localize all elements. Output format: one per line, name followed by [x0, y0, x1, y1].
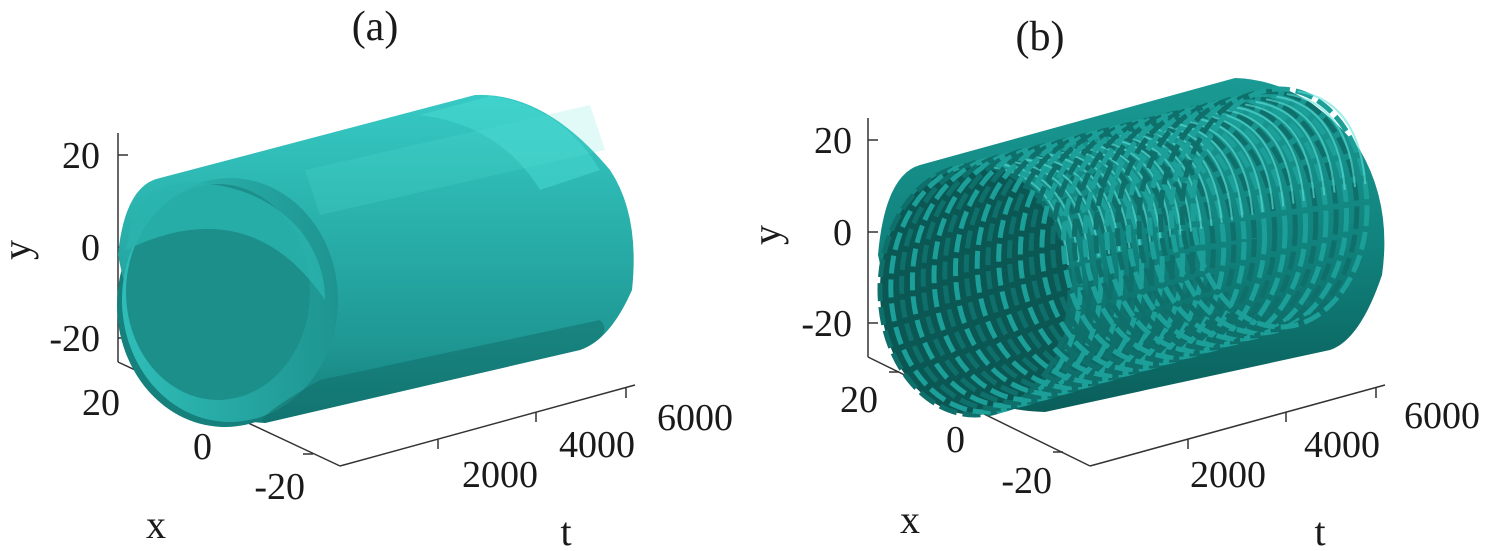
panel-b-rib-ring: [1093, 109, 1278, 357]
panel-a-title: (a): [352, 4, 399, 50]
panel-a-inner-light: [126, 182, 325, 300]
panel-b-rib-highlight: [1244, 103, 1315, 199]
panel-b-ytick-label: -20: [801, 303, 852, 345]
panel-b-rib-highlight: [1203, 114, 1274, 210]
panel-b-rib-highlight: [1088, 142, 1162, 240]
panel-b-rib-highlight: [1161, 124, 1234, 221]
panel-a-xtick-label: 0: [193, 426, 212, 468]
panel-b-rib-highlight: [1098, 140, 1172, 238]
panel-a-highlight: [420, 96, 600, 190]
panel-a-ytick-label: 20: [62, 135, 100, 177]
panel-a-x-axis-label: x: [146, 502, 166, 547]
panel-b-ttick-label: 6000: [1404, 395, 1480, 437]
panel-b-rib-ring: [1179, 89, 1360, 333]
panel-a-xtick-label: 20: [82, 382, 120, 424]
panel-b-ttick-label: 2000: [1190, 454, 1266, 496]
panel-b: (b) 20 0 -20 y 20: [744, 14, 1480, 551]
panel-b-rib-highlight: [1192, 116, 1264, 213]
panel-a-ttick-label: 2000: [462, 454, 538, 496]
panel-a-y-tick-labels: 20 0 -20: [49, 135, 100, 360]
panel-b-rib-highlight: [1108, 137, 1182, 235]
panel-b-rib-highlight: [1265, 98, 1336, 193]
panel-a-t-axis-label: t: [560, 509, 571, 551]
panel-b-rib-highlight: [1171, 121, 1244, 218]
panel-b-rib-highlight: [1255, 100, 1326, 196]
panel-b-surface: [877, 78, 1385, 418]
panel-a-ttick-label: 4000: [559, 424, 635, 466]
panel-b-rib-ring: [1190, 86, 1370, 330]
panel-b-t-axis: [1089, 384, 1386, 467]
panel-a: (a): [0, 4, 733, 551]
panel-b-x-tick-labels: 20 0 -20: [840, 379, 1052, 502]
panel-a-t-axis: [339, 384, 636, 467]
panel-a-surface: [117, 94, 634, 427]
panel-b-y-tick-labels: 20 0 -20: [801, 120, 852, 345]
panel-b-xtick-label: -20: [1001, 460, 1052, 502]
panel-b-rib-highlight: [1224, 108, 1295, 204]
panel-b-rib-highlight: [1286, 93, 1356, 188]
panel-a-t-tick-labels: 2000 4000 6000: [462, 397, 733, 496]
panel-b-rib-ring: [1071, 115, 1257, 363]
panel-b-ytick-label: 20: [814, 120, 852, 162]
panel-b-ttick-label: 4000: [1304, 424, 1380, 466]
panel-a-ytick-label: -20: [49, 318, 100, 360]
panel-b-xtick-label: 0: [946, 419, 965, 461]
panel-b-x-axis-label: x: [900, 497, 920, 542]
panel-b-ytick-label: 0: [833, 212, 852, 254]
panel-b-rib-ring: [1050, 120, 1237, 369]
panel-b-rib-highlight: [1297, 90, 1367, 185]
panel-b-xtick-label: 20: [840, 379, 878, 421]
panel-a-shadow: [262, 320, 605, 423]
panel-b-rib-highlight: [1276, 95, 1346, 190]
panel-b-y-axis-label: y: [744, 225, 789, 245]
panel-a-ttick-label: 6000: [657, 397, 733, 439]
panel-b-rib-highlight: [1182, 119, 1254, 215]
panel-b-t-tick-labels: 2000 4000 6000: [1190, 395, 1480, 496]
panel-b-rib-ring: [1082, 112, 1268, 360]
panel-b-t-axis-label: t: [1314, 509, 1325, 551]
panel-b-rib-highlight: [1119, 135, 1193, 232]
panel-b-rib-highlight: [1129, 132, 1203, 229]
panel-a-sheen: [305, 105, 605, 215]
panel-b-ribs: [877, 86, 1370, 418]
panel-b-rib-ring: [1061, 117, 1247, 366]
panel-b-rib-highlight: [1213, 111, 1285, 207]
panel-b-rib-highlight: [1234, 106, 1305, 201]
panel-a-x-tick-labels: 20 0 -20: [82, 382, 305, 508]
panel-a-y-axis-label: y: [0, 240, 39, 260]
panel-b-title: (b): [1016, 14, 1065, 60]
panel-a-ytick-label: 0: [81, 227, 100, 269]
panel-a-xtick-label: -20: [254, 466, 305, 508]
panel-b-rib-ring: [1039, 123, 1227, 373]
